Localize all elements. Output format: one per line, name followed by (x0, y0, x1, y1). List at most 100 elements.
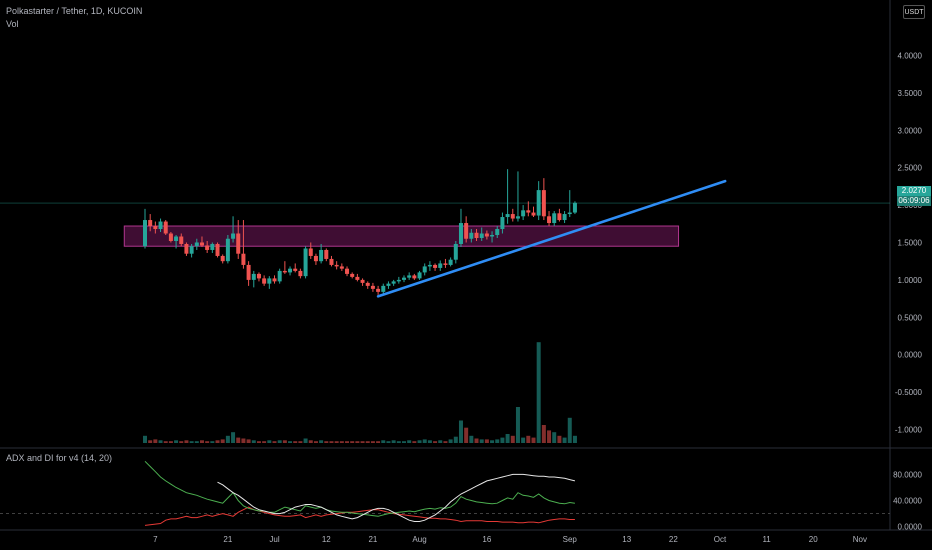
candlestick-series (143, 169, 577, 295)
indicator-legend[interactable]: ADX and DI for v4 (14, 20) (6, 453, 113, 463)
volume-bar (572, 435, 577, 443)
candle-body (189, 246, 194, 254)
currency-button[interactable]: USDT (903, 5, 925, 19)
adx-line (217, 473, 576, 522)
volume-bar (298, 441, 303, 443)
volume-bar (236, 437, 241, 443)
time-tick-label: 22 (669, 535, 678, 544)
adx-tick-label: 80.0000 (893, 470, 922, 479)
candle-body (521, 210, 526, 217)
candle-body (236, 233, 241, 254)
candle-body (345, 268, 350, 274)
volume-bar (515, 407, 520, 443)
candle-body (225, 238, 230, 262)
volume-bar (148, 440, 153, 443)
volume-bar (402, 441, 406, 443)
volume-bar (552, 432, 557, 443)
time-axis: 7 21 Jul 12 21 Aug 16 Sep 13 22 Oct 11 20 Nov (153, 535, 867, 544)
volume-bar (199, 440, 204, 443)
candle-body (215, 243, 220, 256)
candle-body (205, 245, 210, 250)
candle-body (241, 253, 246, 265)
candle-body (412, 275, 417, 279)
candle-body (572, 202, 577, 213)
volume-bar (474, 438, 479, 443)
volume-bar (381, 440, 386, 443)
volume-bar (438, 440, 443, 443)
candle-body (220, 255, 225, 262)
candle-body (148, 220, 153, 227)
volume-bar (246, 439, 251, 443)
volume-bar (282, 440, 287, 443)
di-minus-line (144, 506, 575, 526)
candle-body (464, 223, 469, 239)
candle-body (163, 221, 168, 234)
volume-bar (376, 441, 381, 443)
price-tick-label: 4.0000 (898, 51, 923, 60)
volume-bar (324, 441, 329, 443)
volume-bar (184, 440, 189, 443)
volume-bar (153, 439, 158, 443)
candle-body (262, 278, 267, 284)
candle-body (153, 226, 158, 230)
volume-bar (205, 441, 210, 443)
candle-body (350, 273, 355, 277)
adx-tick-label: 0.0000 (898, 523, 923, 532)
volume-bar (345, 441, 350, 443)
candle-body (184, 243, 189, 254)
volume-bar (500, 437, 505, 443)
candle-body (402, 277, 406, 280)
volume-bar (453, 436, 458, 443)
price-tick-label: -0.5000 (895, 388, 923, 397)
trendline-segment[interactable] (376, 179, 727, 298)
volume-bars (143, 342, 577, 443)
volume-bar (350, 441, 355, 443)
volume-bar (215, 440, 220, 443)
volume-bar (189, 441, 194, 443)
adx-pane (0, 460, 890, 526)
volume-bar (194, 441, 199, 443)
candle-body (469, 232, 474, 239)
candle-body (293, 268, 298, 271)
volume-bar (355, 441, 360, 443)
candle-body (313, 255, 318, 262)
price-tick-label: 2.5000 (898, 164, 923, 173)
candle-body (308, 248, 313, 256)
volume-bar (448, 439, 453, 443)
candle-body (199, 242, 204, 246)
zone-rect (123, 225, 680, 247)
di-plus-line (144, 460, 575, 517)
volume-bar (567, 417, 572, 443)
volume-bar (495, 439, 500, 443)
time-tick-label: 13 (622, 535, 631, 544)
candle-body (329, 258, 334, 265)
volume-bar (433, 441, 438, 443)
candle-body (158, 221, 163, 230)
candle-body (391, 281, 396, 284)
candle-body (531, 212, 536, 216)
candle-body (277, 270, 282, 282)
volume-legend[interactable]: Vol (6, 19, 19, 29)
volume-bar (469, 435, 474, 443)
price-tick-label: 3.0000 (898, 126, 923, 135)
candle-body (365, 282, 370, 286)
candle-body (567, 212, 572, 215)
trendline[interactable] (376, 179, 727, 298)
volume-bar (329, 441, 334, 443)
volume-bar (319, 440, 324, 443)
last-price-label: 2.0270 (897, 186, 931, 196)
candle-body (547, 216, 552, 224)
volume-bar (256, 441, 261, 443)
volume-bar (179, 441, 184, 443)
price-tick-label: 3.5000 (898, 89, 923, 98)
time-tick-label: 20 (809, 535, 818, 544)
symbol-legend[interactable]: Polkastarter / Tether, 1D, KUCOIN (6, 6, 143, 16)
volume-bar (510, 435, 515, 443)
volume-bar (168, 441, 173, 443)
candle-body (448, 259, 453, 265)
volume-bar (458, 420, 463, 443)
bar-countdown-label: 06:09:06 (897, 196, 931, 206)
volume-bar (541, 425, 546, 443)
volume-bar (220, 439, 225, 443)
